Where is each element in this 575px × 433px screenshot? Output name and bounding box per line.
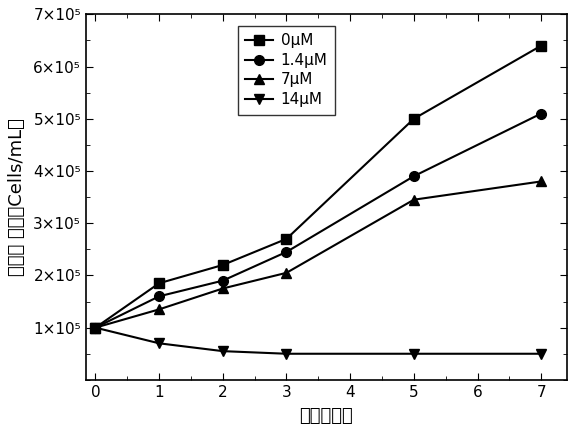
Line: 7μM: 7μM bbox=[91, 177, 546, 333]
7μM bbox=[538, 179, 545, 184]
1.4μM bbox=[92, 325, 99, 330]
1.4μM bbox=[538, 111, 545, 116]
14μM bbox=[156, 341, 163, 346]
0μM bbox=[219, 262, 226, 268]
14μM bbox=[538, 351, 545, 356]
1.4μM bbox=[283, 249, 290, 255]
0μM bbox=[156, 281, 163, 286]
0μM bbox=[411, 116, 417, 121]
Line: 0μM: 0μM bbox=[91, 41, 546, 333]
Y-axis label: 藻细胞 密度（Cells/mL）: 藻细胞 密度（Cells/mL） bbox=[8, 118, 26, 276]
14μM bbox=[219, 349, 226, 354]
1.4μM bbox=[219, 278, 226, 283]
14μM bbox=[92, 325, 99, 330]
7μM bbox=[92, 325, 99, 330]
1.4μM bbox=[411, 174, 417, 179]
1.4μM bbox=[156, 294, 163, 299]
7μM bbox=[283, 270, 290, 275]
14μM bbox=[411, 351, 417, 356]
Legend: 0μM, 1.4μM, 7μM, 14μM: 0μM, 1.4μM, 7μM, 14μM bbox=[237, 26, 335, 115]
7μM bbox=[411, 197, 417, 202]
0μM bbox=[538, 43, 545, 48]
14μM bbox=[283, 351, 290, 356]
7μM bbox=[156, 307, 163, 312]
Line: 14μM: 14μM bbox=[91, 323, 546, 359]
7μM bbox=[219, 286, 226, 291]
0μM bbox=[283, 236, 290, 242]
0μM bbox=[92, 325, 99, 330]
X-axis label: 时间（天）: 时间（天） bbox=[300, 407, 353, 425]
Line: 1.4μM: 1.4μM bbox=[91, 109, 546, 333]
